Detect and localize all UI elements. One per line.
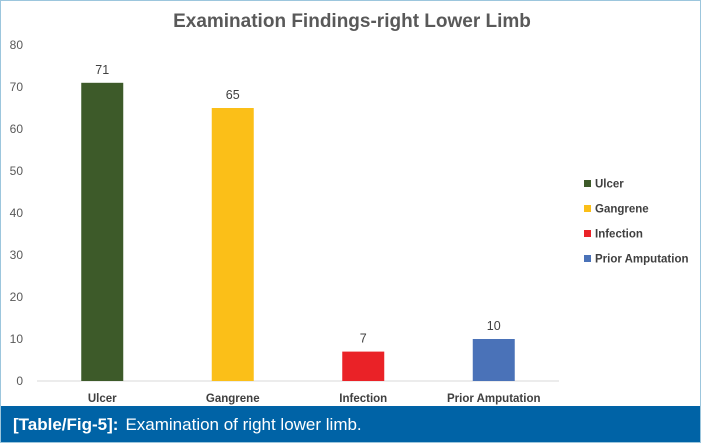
x-axis: Ulcer Gangrene Infection Prior Amputation: [88, 393, 541, 405]
legend-swatch: [584, 205, 591, 212]
x-tick-label: Ulcer: [88, 393, 117, 405]
y-tick-label: 50: [10, 164, 24, 178]
legend-label: Prior Amputation: [595, 254, 689, 266]
bar: [211, 108, 254, 381]
bars: [81, 82, 515, 382]
x-tick-label: Prior Amputation: [447, 393, 541, 405]
x-tick-label: Infection: [339, 393, 387, 405]
data-labels: 71 65 7 10: [95, 63, 500, 346]
bar: [472, 339, 515, 381]
y-tick-label: 0: [16, 374, 23, 388]
legend-label: Ulcer: [595, 179, 624, 191]
bar: [342, 351, 385, 381]
legend-swatch: [584, 230, 591, 237]
caption-text: Examination of right lower limb.: [125, 415, 362, 434]
legend-swatch: [584, 180, 591, 187]
y-tick-label: 70: [10, 80, 24, 94]
caption-reference: [Table/Fig-5]:: [13, 415, 119, 434]
y-tick-label: 40: [10, 206, 24, 220]
y-tick-label: 30: [10, 248, 24, 262]
legend-label: Gangrene: [595, 204, 649, 216]
figure-caption: [Table/Fig-5]: Examination of right lowe…: [1, 406, 700, 442]
bar-value-label: 7: [360, 332, 367, 346]
y-tick-label: 80: [10, 38, 24, 52]
chart-title: Examination Findings-right Lower Limb: [173, 11, 531, 32]
legend-swatch: [584, 255, 591, 262]
y-tick-label: 10: [10, 332, 24, 346]
bar-value-label: 10: [487, 319, 501, 333]
bar-value-label: 71: [95, 63, 109, 77]
x-tick-label: Gangrene: [206, 393, 260, 405]
y-tick-label: 60: [10, 122, 24, 136]
legend: Ulcer Gangrene Infection Prior Amputation: [584, 179, 689, 266]
bar-value-label: 65: [226, 88, 240, 102]
y-tick-label: 20: [10, 290, 24, 304]
y-axis: 0 10 20 30 40 50 60 70 80: [10, 38, 24, 388]
bar: [81, 82, 124, 382]
legend-label: Infection: [595, 229, 643, 241]
bar-chart: Examination Findings-right Lower Limb 0 1…: [10, 11, 689, 405]
